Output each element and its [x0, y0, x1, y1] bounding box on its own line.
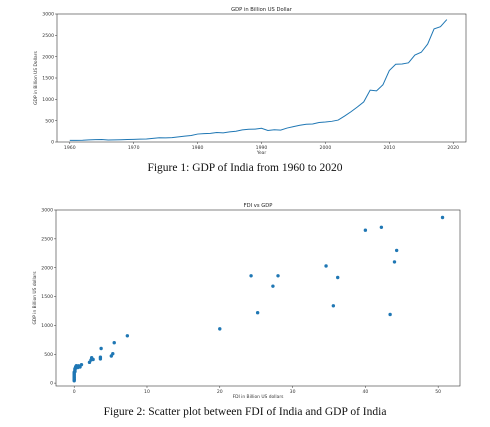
- x-axis-label: Year: [256, 150, 266, 156]
- scatter-point: [336, 275, 340, 280]
- scatter-point: [388, 312, 392, 317]
- scatter-point: [392, 260, 397, 264]
- plot-area: [56, 13, 467, 143]
- scatter-point: [79, 362, 84, 367]
- gdp-series-line: [69, 19, 448, 141]
- y-axis-label: GDP in Billion US Dollars: [33, 50, 39, 104]
- scatter-point: [271, 284, 275, 288]
- y-tick-label: 1500: [42, 76, 54, 82]
- figure-2-caption: Figure 2: Scatter plot between FDI of In…: [103, 406, 387, 418]
- scatter-point: [331, 304, 336, 308]
- x-axis-ticks: 1960 1970 1980 1990 2000 2010 2020: [64, 142, 459, 151]
- x-tick-label: 2000: [320, 145, 332, 151]
- scatter-point: [218, 327, 222, 331]
- y-tick-label: 2500: [42, 33, 54, 39]
- y-tick-label: 0: [50, 381, 53, 387]
- scatter-point: [440, 215, 445, 220]
- y-tick-label: 2000: [42, 54, 54, 60]
- y-axis-ticks: 0 500 1000 1500 2000 2500 3000: [42, 12, 57, 146]
- scatter-point: [363, 228, 368, 232]
- y-tick-label: 500: [45, 118, 54, 124]
- scatter-points: [72, 215, 445, 383]
- x-tick-label: 1980: [192, 145, 204, 151]
- y-axis-label: GDP in Billion US dollars: [32, 271, 38, 325]
- scatter-point: [394, 248, 399, 253]
- plot-area: [55, 209, 461, 387]
- x-tick-label: 30: [290, 389, 296, 395]
- x-axis-ticks: 0 10 20 30 40 50: [73, 386, 441, 395]
- x-tick-label: 0: [73, 389, 76, 395]
- chart-title: GDP in Billion US Dollar: [231, 7, 293, 13]
- x-tick-label: 40: [362, 389, 368, 395]
- y-tick-label: 3000: [42, 12, 54, 18]
- scatter-point: [255, 311, 260, 315]
- scatter-point: [125, 334, 130, 338]
- scatter-point: [249, 274, 253, 278]
- x-tick-label: 1990: [256, 145, 268, 151]
- scatter-point: [98, 355, 103, 359]
- fdi-gdp-scatter-chart: FDI vs GDP 0 10 20 30 40 50 0 500 1000 1500 2000 2…: [32, 203, 461, 400]
- gdp-line-chart: GDP in Billion US Dollar 1960 1970 1980 199…: [33, 7, 467, 156]
- scatter-point: [91, 357, 95, 362]
- x-tick-label: 50: [435, 389, 441, 395]
- y-tick-label: 2500: [41, 236, 53, 242]
- x-tick-label: 2010: [383, 145, 395, 151]
- y-tick-label: 1000: [42, 97, 54, 103]
- scatter-point: [379, 225, 384, 230]
- x-tick-label: 1960: [64, 145, 76, 151]
- scatter-point: [276, 274, 280, 278]
- scatter-point: [324, 264, 328, 268]
- y-tick-label: 1500: [41, 294, 53, 300]
- x-tick-label: 20: [217, 389, 223, 395]
- y-tick-label: 3000: [41, 208, 53, 214]
- y-tick-label: 2000: [41, 265, 53, 271]
- scatter-point: [112, 341, 116, 345]
- scatter-point: [111, 351, 115, 356]
- y-tick-label: 0: [51, 140, 54, 146]
- y-tick-label: 500: [44, 352, 53, 358]
- x-tick-label: 2020: [447, 145, 459, 151]
- y-axis-ticks: 0 500 1000 1500 2000 2500 3000: [41, 208, 56, 387]
- x-axis-label: FDI in Billion US dollars: [233, 394, 285, 400]
- figure-1-caption: Figure 1: GDP of India from 1960 to 2020: [147, 162, 343, 174]
- scatter-point: [99, 346, 103, 351]
- x-tick-label: 10: [144, 389, 150, 395]
- y-tick-label: 1000: [41, 323, 53, 329]
- x-tick-label: 1970: [128, 145, 140, 151]
- chart-title: FDI vs GDP: [244, 203, 273, 209]
